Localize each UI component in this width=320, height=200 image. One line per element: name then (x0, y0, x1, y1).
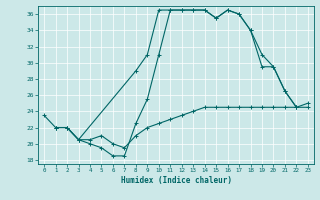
X-axis label: Humidex (Indice chaleur): Humidex (Indice chaleur) (121, 176, 231, 185)
